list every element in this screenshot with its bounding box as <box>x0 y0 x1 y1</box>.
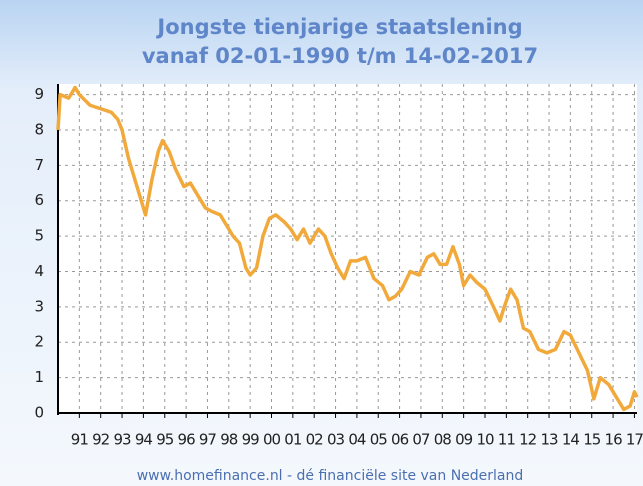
y-tick-label: 1 <box>34 368 44 386</box>
x-tick-label: 96 <box>178 431 196 449</box>
y-tick-label: 2 <box>34 333 44 351</box>
x-tick-label: 09 <box>455 431 473 449</box>
x-tick-label: 16 <box>605 431 623 449</box>
x-tick-label: 91 <box>71 431 89 449</box>
y-tick-label: 6 <box>34 191 44 209</box>
x-tick-label: 03 <box>327 431 345 449</box>
y-tick-label: 7 <box>34 156 44 174</box>
x-tick-label: 06 <box>391 431 409 449</box>
x-tick-label: 12 <box>519 431 537 449</box>
x-tick-label: 04 <box>348 431 366 449</box>
y-tick-label: 4 <box>34 262 44 280</box>
x-tick-label: 00 <box>263 431 281 449</box>
x-tick-label: 99 <box>242 431 260 449</box>
x-tick-label: 15 <box>583 431 601 449</box>
chart-title: Jongste tienjarige staatslening <box>155 15 522 39</box>
chart-subtitle: vanaf 02-01-1990 t/m 14-02-2017 <box>142 44 538 68</box>
y-tick-label: 9 <box>34 85 44 103</box>
y-tick-label: 8 <box>34 120 44 138</box>
x-tick-label: 98 <box>220 431 238 449</box>
x-tick-label: 17 <box>626 431 643 449</box>
x-tick-label: 14 <box>562 431 580 449</box>
x-tick-label: 11 <box>498 431 516 449</box>
x-tick-label: 94 <box>135 431 153 449</box>
x-tick-label: 10 <box>476 431 494 449</box>
x-tick-label: 97 <box>199 431 217 449</box>
footer: www.homefinance.nl - dé financiële site … <box>137 468 524 484</box>
plot-area <box>58 84 637 413</box>
data-line <box>56 85 639 412</box>
x-tick-label: 01 <box>284 431 302 449</box>
x-tick-label: 93 <box>114 431 132 449</box>
y-tick-label: 0 <box>34 404 44 422</box>
x-tick-label: 07 <box>412 431 430 449</box>
x-tick-label: 92 <box>92 431 110 449</box>
x-tick-label: 95 <box>156 431 174 449</box>
x-tick-label: 02 <box>306 431 324 449</box>
x-tick-label: 05 <box>370 431 388 449</box>
x-tick-label: 13 <box>540 431 558 449</box>
y-tick-label: 3 <box>34 297 44 315</box>
x-tick-label: 08 <box>434 431 452 449</box>
y-tick-label: 5 <box>34 227 44 245</box>
